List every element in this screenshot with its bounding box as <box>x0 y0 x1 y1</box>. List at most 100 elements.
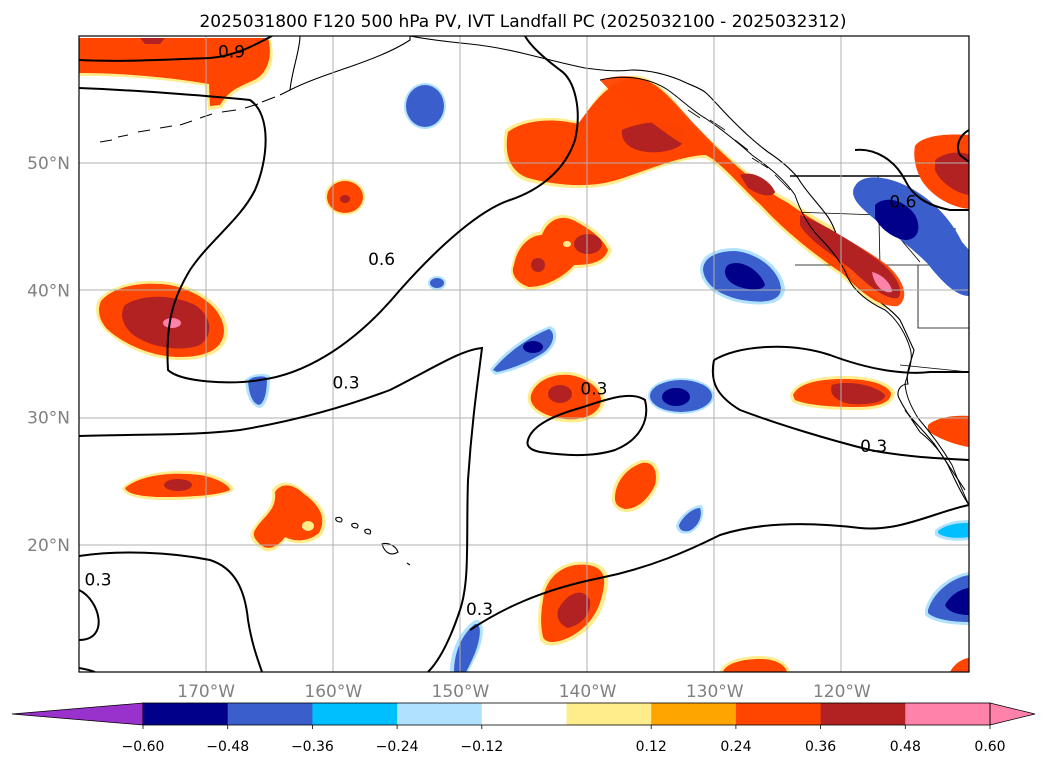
colorbar-bin <box>566 703 652 725</box>
colorbar-bin <box>651 703 737 725</box>
contour-0.3 <box>79 589 100 641</box>
contour-label: 0.6 <box>368 250 395 270</box>
contour-label: 0.3 <box>85 571 112 591</box>
pv-blob <box>506 78 905 307</box>
contour-0.6 <box>79 36 579 384</box>
contour-0.3 <box>526 394 648 457</box>
lon-label: 140°W <box>559 682 617 702</box>
baja-coast <box>904 409 966 491</box>
contour-0.3 <box>469 504 969 631</box>
colorbar: −0.60 −0.48 −0.36 −0.24 −0.12 0.12 0.24 0.36 0.4… <box>11 702 1036 755</box>
pv-blob <box>140 38 165 44</box>
pv-blob <box>872 272 892 293</box>
lon-label: 130°W <box>686 682 744 702</box>
colorbar-tick-label: 0.36 <box>805 739 836 755</box>
lon-label: 120°W <box>813 682 871 702</box>
colorbar-bin <box>397 703 483 725</box>
pv-blob <box>548 385 572 403</box>
hawaii-island <box>364 528 372 535</box>
pv-blob <box>928 415 969 447</box>
north-america-land <box>409 36 969 506</box>
colorbar-tick-label: −0.12 <box>460 739 503 755</box>
contour-0.6 <box>957 129 969 163</box>
colorbar-extend-high <box>989 702 1036 726</box>
colorbar-bin <box>820 703 906 725</box>
colorbar-tick-label: 0.24 <box>720 739 751 755</box>
pv-blob <box>248 376 267 405</box>
map-frame <box>78 35 970 673</box>
colorbar-bin <box>481 703 567 725</box>
pv-blob <box>493 329 554 372</box>
lat-label: 40°N <box>27 281 70 301</box>
colorbar-outline <box>142 702 991 726</box>
pv-blob <box>875 199 919 240</box>
contour-0.3 <box>711 359 969 461</box>
colorbar-tick-label: −0.24 <box>376 739 419 755</box>
contour-0.3 <box>713 345 969 374</box>
pv-blob <box>938 523 969 538</box>
pv-blob <box>531 258 545 272</box>
colorbar-bin <box>905 703 991 725</box>
contour-label: 0.3 <box>580 380 607 400</box>
colorbar-bin <box>227 703 313 725</box>
colorbar-bin <box>312 703 398 725</box>
colorbar-extend-low <box>11 702 144 726</box>
pv-blob <box>79 38 270 106</box>
pv-blob <box>740 173 775 196</box>
ivt-contours <box>79 36 969 672</box>
contour-label: 0.6 <box>889 193 916 213</box>
contour-0.3 <box>79 551 263 672</box>
lon-label: 160°W <box>304 682 362 702</box>
pv-blob <box>163 318 181 328</box>
hawaii-island <box>406 562 411 566</box>
pv-blob <box>950 658 969 672</box>
colorbar-tick-label: 0.60 <box>974 739 1005 755</box>
pv-blob <box>406 85 444 127</box>
alaska-peninsula <box>289 36 411 91</box>
colorbar-tick-label: −0.60 <box>122 739 165 755</box>
pv-blob <box>679 508 701 532</box>
pv-blob <box>615 462 656 509</box>
lon-label: 170°W <box>177 682 235 702</box>
contour-labels: 0.9 0.6 0.6 0.3 0.3 0.3 0.3 0.3 <box>85 43 917 620</box>
colorbar-bin <box>143 703 229 725</box>
pv-blob <box>523 341 543 353</box>
contour-label: 0.9 <box>218 43 245 63</box>
pv-blob <box>253 485 323 548</box>
latitude-labels: 50°N 40°N 30°N 20°N <box>27 154 70 556</box>
pv-blob <box>724 262 765 290</box>
longitude-labels: 170°W 160°W 150°W 140°W 130°W 120°W <box>177 682 871 702</box>
pv-blob <box>662 388 690 406</box>
pv-blob <box>945 588 969 615</box>
pv-blob <box>563 241 571 247</box>
colorbar-tick-label: −0.48 <box>206 739 249 755</box>
coast-inlets <box>687 109 791 191</box>
hawaii-island <box>381 542 399 555</box>
hawaii-island <box>351 522 359 529</box>
contour-0.6 <box>854 148 969 211</box>
lat-label: 50°N <box>27 154 70 174</box>
pv-blob <box>574 234 602 254</box>
lat-label: 30°N <box>27 409 70 429</box>
contour-label: 0.3 <box>860 437 887 457</box>
figure-title: 2025031800 F120 500 hPa PV, IVT Landfall… <box>199 12 846 32</box>
pv-blob <box>557 592 591 628</box>
pv-blob <box>831 383 885 405</box>
colorbar-tick-label: 0.12 <box>636 739 667 755</box>
lat-label: 20°N <box>27 536 70 556</box>
contour-0.3 <box>79 346 484 672</box>
pv-blob <box>430 278 444 288</box>
colorbar-tick-label: −0.36 <box>291 739 334 755</box>
colorbar-tick-label: 0.48 <box>890 739 921 755</box>
pv-blob <box>340 195 350 203</box>
lon-label: 150°W <box>432 682 490 702</box>
map-area <box>79 36 969 672</box>
contour-label: 0.3 <box>466 600 493 620</box>
contour-0.9 <box>79 36 273 62</box>
contour-label: 0.3 <box>332 373 359 393</box>
hawaii-island <box>335 516 343 523</box>
colorbar-bin <box>735 703 822 725</box>
pv-blob <box>723 659 787 672</box>
pv-on-land <box>599 76 969 506</box>
